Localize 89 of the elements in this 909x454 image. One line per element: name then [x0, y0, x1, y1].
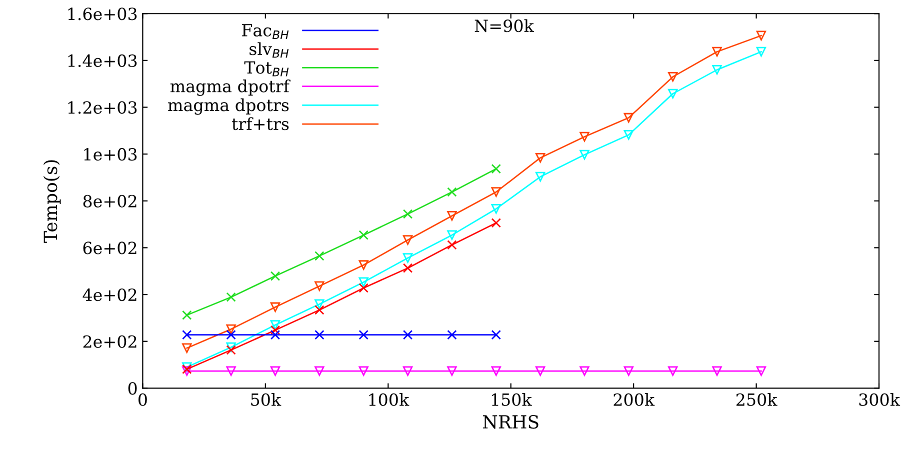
- point: [226, 345, 236, 355]
- x-tick-label: 50k: [251, 393, 282, 406]
- legend-label: magma dpotrs: [168, 98, 289, 115]
- point: [535, 172, 546, 182]
- y-tick-label: 1.6e+03: [68, 8, 137, 20]
- point: [624, 366, 634, 376]
- point: [756, 30, 766, 40]
- y-tick-label: 2e+02: [83, 335, 136, 348]
- point: [668, 88, 678, 99]
- point: [447, 330, 457, 340]
- legend-label: Tot$_{BH}$: [244, 61, 289, 76]
- point: [226, 366, 236, 376]
- point: [491, 218, 501, 228]
- point: [491, 187, 501, 197]
- point: [668, 366, 678, 376]
- point: [447, 240, 457, 250]
- x-tick-label: 0: [138, 393, 147, 406]
- point: [182, 362, 192, 372]
- point: [668, 72, 678, 82]
- point: [624, 130, 634, 140]
- point: [358, 230, 368, 240]
- point: [270, 271, 280, 281]
- point: [402, 330, 413, 340]
- point: [402, 263, 413, 273]
- point: [756, 366, 766, 376]
- point: [402, 209, 413, 219]
- x-tick-label: 300k: [859, 393, 900, 406]
- legend-label: slv$_{BH}$: [250, 42, 289, 58]
- point: [182, 330, 192, 340]
- point: [314, 299, 324, 309]
- point: [580, 132, 590, 142]
- point: [535, 152, 546, 163]
- point: [447, 230, 457, 240]
- point: [580, 366, 590, 376]
- point: [491, 164, 501, 174]
- point: [226, 292, 236, 302]
- x-tick-label: 150k: [492, 393, 532, 406]
- point: [402, 366, 413, 376]
- x-tick-label: 100k: [369, 393, 410, 406]
- point: [447, 211, 457, 221]
- point: [624, 112, 634, 123]
- point: [182, 343, 192, 353]
- point: [226, 324, 236, 334]
- point: [491, 204, 501, 214]
- annotation: N=90k: [474, 19, 534, 32]
- point: [580, 150, 590, 160]
- point: [226, 330, 236, 340]
- point: [358, 330, 368, 340]
- point: [491, 366, 501, 376]
- point: [402, 235, 413, 245]
- point: [712, 64, 722, 75]
- point: [182, 310, 192, 320]
- x-tick-label: 200k: [614, 393, 655, 406]
- point: [270, 320, 280, 330]
- x-tick-label: 250k: [736, 393, 778, 406]
- y-tick-label: 1e+03: [84, 148, 137, 161]
- point: [447, 187, 457, 197]
- y-axis-title: Tempo(s): [43, 160, 61, 243]
- point: [358, 277, 368, 287]
- y-tick-label: 0: [128, 382, 137, 395]
- legend-label: trf+trs: [232, 117, 289, 130]
- legend-label: Fac$_{BH}$: [242, 24, 289, 40]
- point: [270, 330, 280, 340]
- point: [491, 330, 501, 340]
- point: [314, 251, 324, 261]
- point: [314, 305, 324, 315]
- point: [358, 283, 368, 293]
- legend-label: magma dpotrf: [170, 80, 290, 96]
- point: [402, 253, 413, 263]
- point: [270, 325, 280, 335]
- y-tick-label: 4e+02: [82, 288, 136, 302]
- point: [270, 302, 280, 312]
- point: [712, 366, 722, 376]
- point: [314, 281, 324, 291]
- point: [314, 330, 324, 340]
- point: [712, 46, 722, 57]
- point: [358, 260, 368, 270]
- y-tick-label: 6e+02: [83, 242, 136, 254]
- y-tick-label: 1.4e+03: [68, 54, 137, 68]
- point: [270, 366, 280, 376]
- point: [314, 366, 324, 376]
- y-tick-label: 8e+02: [83, 194, 136, 208]
- point: [535, 366, 546, 376]
- point: [226, 342, 236, 352]
- x-axis-title: NRHS: [482, 415, 538, 429]
- point: [447, 366, 457, 376]
- y-tick-label: 1.2e+03: [68, 101, 137, 114]
- point: [756, 46, 766, 57]
- point: [358, 366, 368, 376]
